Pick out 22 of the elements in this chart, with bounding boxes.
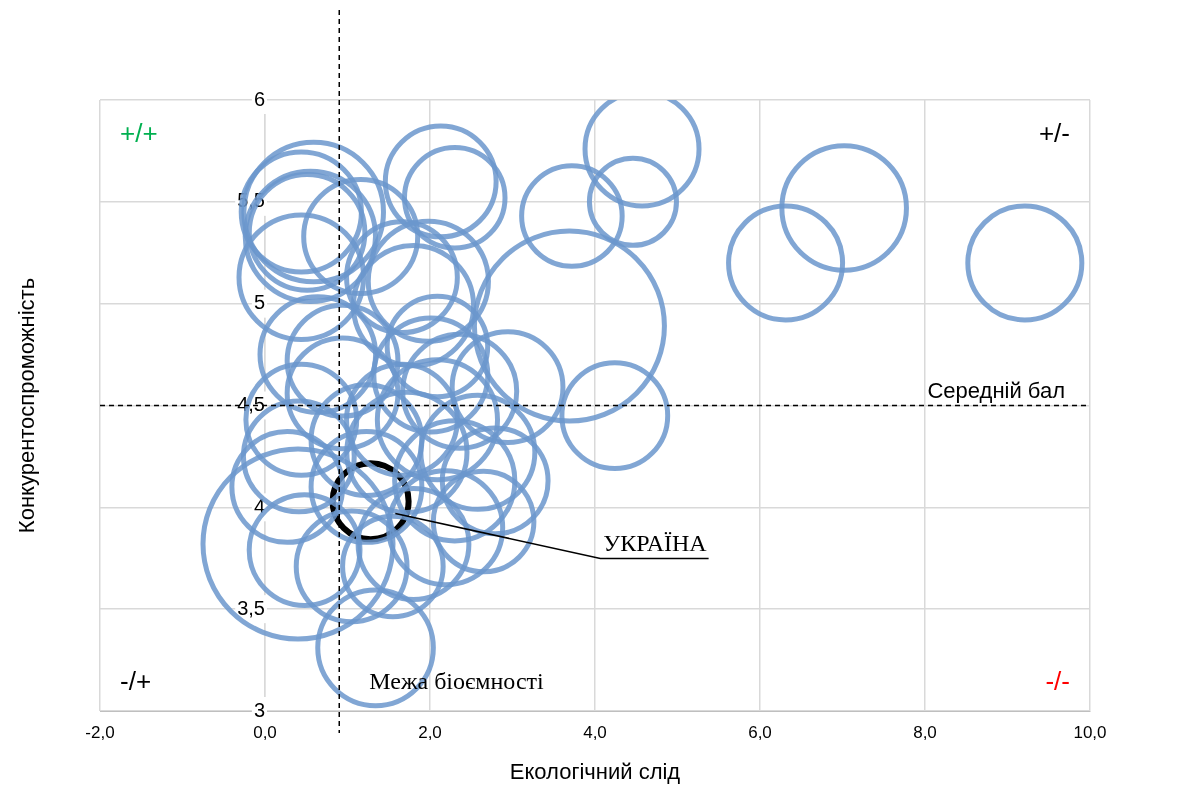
y-tick-label: 3,5 bbox=[237, 596, 265, 619]
annotation: -/- bbox=[1045, 666, 1070, 697]
x-tick-label: 0,0 bbox=[253, 722, 277, 742]
x-tick-label: 8,0 bbox=[913, 722, 937, 742]
x-tick-label: 2,0 bbox=[418, 722, 442, 742]
annotation: +/+ bbox=[120, 118, 158, 149]
ref-line-label: Межа біоємності bbox=[369, 668, 545, 695]
y-tick-label: 3 bbox=[253, 698, 265, 721]
x-axis-title: Екологічний слід bbox=[509, 758, 681, 784]
x-tick-label: 4,0 bbox=[583, 722, 607, 742]
y-tick-label: 4 bbox=[253, 494, 265, 517]
x-tick-label: -2,0 bbox=[85, 722, 115, 742]
x-tick-label: 10,0 bbox=[1073, 722, 1107, 742]
annotation: +/- bbox=[1038, 118, 1070, 149]
y-tick-label: 4,5 bbox=[237, 393, 265, 416]
y-axis-title: Конкурентоспроможність bbox=[14, 277, 40, 534]
ref-line-label: Середній бал bbox=[927, 377, 1065, 403]
annotation: -/+ bbox=[120, 666, 152, 697]
y-tick-label: 6 bbox=[253, 87, 265, 110]
annotation: УКРАЇНА bbox=[603, 529, 708, 556]
x-tick-label: 6,0 bbox=[748, 722, 772, 742]
y-tick-label: 5 bbox=[253, 291, 265, 314]
